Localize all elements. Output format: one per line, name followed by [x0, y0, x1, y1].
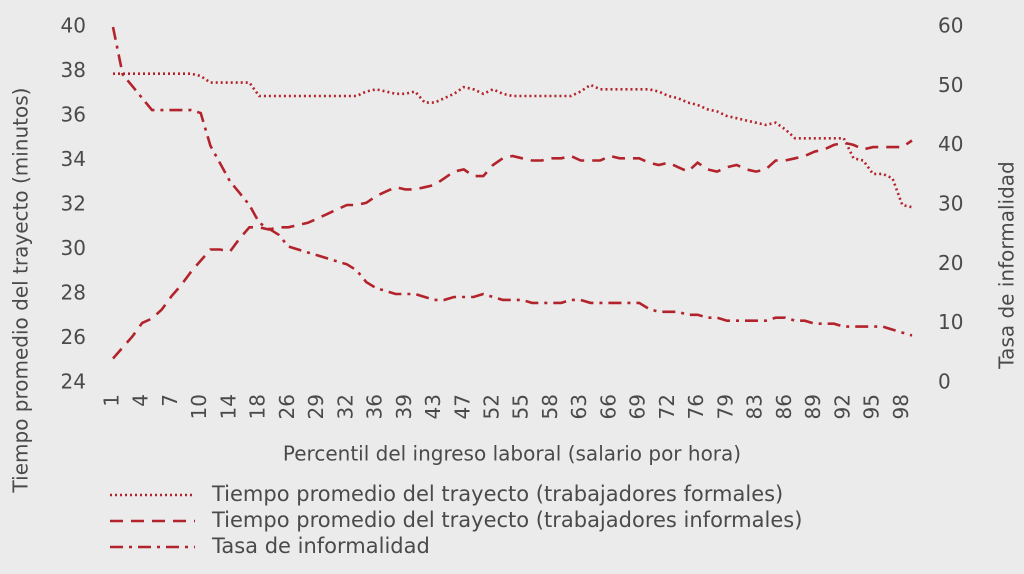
y-tick-label: 28 [61, 281, 86, 305]
x-tick-label: 55 [509, 394, 533, 419]
y-tick-label: 40 [61, 14, 86, 38]
x-tick-label: 83 [743, 394, 767, 419]
x-tick-label: 1 [100, 394, 124, 407]
x-tick-label: 7 [158, 394, 182, 407]
y-tick-label: 32 [61, 192, 86, 216]
y2-tick-label: 40 [938, 132, 963, 156]
x-tick-label: 29 [304, 394, 328, 419]
x-tick-label: 72 [655, 394, 679, 419]
data-line [113, 72, 913, 209]
x-tick-label: 66 [596, 394, 620, 419]
data-line [112, 139, 913, 360]
x-tick-label: 39 [392, 394, 416, 419]
x-tick-label: 79 [713, 394, 737, 419]
legend-label: Tiempo promedio del trayecto (trabajador… [211, 508, 802, 532]
x-tick-label: 95 [860, 394, 884, 419]
y-axis-title: Tiempo promedio del trayecto (minutos) [9, 88, 33, 494]
data-line [111, 26, 913, 337]
x-tick-label: 63 [567, 394, 591, 419]
y-tick-label: 30 [61, 236, 86, 260]
x-tick-label: 36 [363, 394, 387, 419]
y2-tick-label: 50 [938, 73, 963, 97]
y2-tick-label: 60 [938, 14, 963, 38]
x-tick-label: 4 [129, 394, 153, 407]
x-axis-title: Percentil del ingreso laboral (salario p… [283, 442, 741, 466]
x-tick-label: 89 [801, 394, 825, 419]
x-tick-label: 47 [450, 394, 474, 419]
y-tick-label: 38 [61, 58, 86, 82]
x-tick-label: 69 [626, 394, 650, 419]
x-tick-label: 92 [830, 394, 854, 419]
x-tick-label: 26 [275, 394, 299, 419]
y2-tick-label: 10 [938, 310, 963, 334]
legend-label: Tiempo promedio del trayecto (trabajador… [211, 482, 783, 506]
y2-tick-label: 0 [938, 370, 951, 394]
y2-tick-label: 30 [938, 192, 963, 216]
x-tick-label: 76 [684, 394, 708, 419]
y-tick-label: 26 [61, 325, 86, 349]
y-tick-label: 34 [61, 147, 86, 171]
legend-label: Tasa de informalidad [211, 534, 430, 558]
x-tick-label: 86 [772, 394, 796, 419]
x-tick-label: 18 [246, 394, 270, 419]
x-tick-label: 52 [480, 394, 504, 419]
y2-tick-label: 20 [938, 251, 963, 275]
y2-axis-title: Tasa de informalidad [995, 161, 1019, 369]
y-tick-label: 24 [61, 370, 86, 394]
x-tick-label: 58 [538, 394, 562, 419]
x-tick-label: 43 [421, 394, 445, 419]
x-tick-label: 14 [216, 394, 240, 419]
x-tick-label: 32 [333, 394, 357, 419]
x-tick-label: 10 [187, 394, 211, 419]
x-tick-label: 98 [889, 394, 913, 419]
y-tick-label: 36 [61, 103, 86, 127]
